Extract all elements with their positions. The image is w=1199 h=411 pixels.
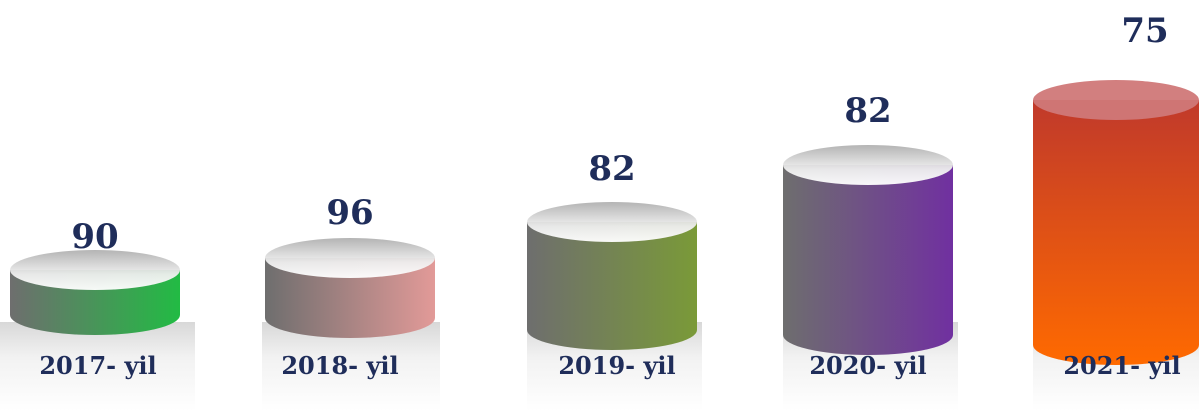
year-label: 2017- yil bbox=[39, 351, 156, 380]
cylinder-body bbox=[265, 258, 435, 338]
value-label: 82 bbox=[588, 149, 635, 189]
year-label: 2020- yil bbox=[809, 351, 926, 380]
cylinder-body bbox=[1033, 100, 1199, 365]
value-label: 82 bbox=[844, 91, 891, 131]
year-label: 2019- yil bbox=[558, 351, 675, 380]
cylinder-top bbox=[10, 250, 180, 290]
cylinder-top bbox=[265, 238, 435, 278]
value-label: 96 bbox=[326, 193, 373, 233]
cylinder-top bbox=[1033, 80, 1199, 120]
value-label: 90 bbox=[71, 217, 118, 257]
cylinder-body bbox=[527, 222, 697, 350]
cylinder-body bbox=[783, 165, 953, 355]
year-label: 2021- yil bbox=[1063, 351, 1180, 380]
cylinder-top bbox=[527, 202, 697, 242]
label-base bbox=[0, 322, 195, 411]
value-label: 75 bbox=[1121, 11, 1168, 51]
cylinder-top bbox=[783, 145, 953, 185]
year-label: 2018- yil bbox=[281, 351, 398, 380]
